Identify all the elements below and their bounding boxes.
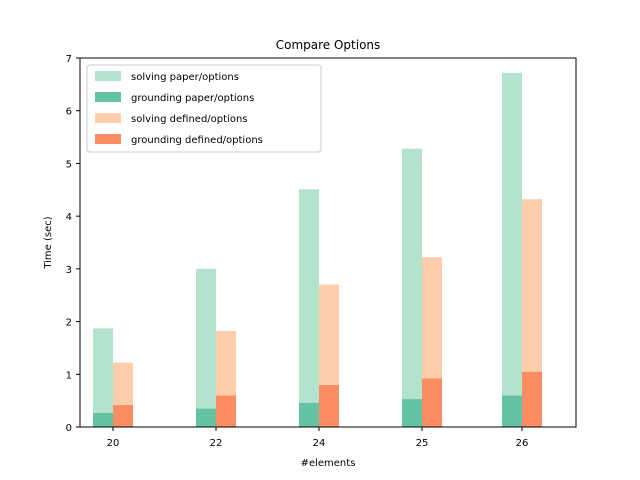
bar-solving-defined-options-22: [216, 331, 236, 396]
bar-solving-paper-options-25: [402, 148, 422, 400]
bar-solving-paper-options-20: [93, 328, 113, 413]
x-tick-label-25: 25: [416, 438, 429, 449]
bar-solving-defined-options-20: [113, 362, 133, 405]
y-tick-label-1: 1: [66, 370, 72, 381]
x-tick-label-22: 22: [210, 438, 223, 449]
y-tick-label-7: 7: [66, 54, 72, 65]
bar-solving-defined-options-26: [522, 199, 542, 372]
bar-grounding-defined-options-24: [319, 384, 339, 427]
legend-swatch-solving-defined-options: [95, 113, 121, 123]
x-tick-label-20: 20: [107, 438, 120, 449]
bar-grounding-defined-options-26: [522, 371, 542, 427]
legend-label-grounding-defined-options: grounding defined/options: [131, 135, 263, 146]
y-tick-label-2: 2: [66, 318, 72, 329]
bar-grounding-paper-options-20: [93, 412, 113, 427]
bar-solving-defined-options-25: [422, 257, 442, 379]
bar-solving-defined-options-24: [319, 284, 339, 385]
x-tick-label-26: 26: [516, 438, 529, 449]
y-tick-label-5: 5: [66, 159, 72, 170]
bar-grounding-defined-options-25: [422, 378, 442, 427]
x-axis-label: #elements: [301, 458, 356, 469]
legend: solving paper/options grounding paper/opt…: [86, 64, 322, 153]
bars-layer: [93, 72, 542, 427]
bar-solving-paper-options-26: [502, 72, 522, 396]
bar-grounding-paper-options-24: [299, 402, 319, 427]
legend-swatch-solving-paper-options: [95, 71, 121, 81]
y-tick-label-3: 3: [66, 265, 72, 276]
y-tick-label-4: 4: [66, 212, 72, 223]
legend-box: [86, 64, 322, 153]
bar-grounding-paper-options-22: [196, 408, 216, 427]
legend-swatch-grounding-defined-options: [95, 134, 121, 144]
plot-frame: [79, 57, 577, 428]
y-axis-label: Time (sec): [43, 216, 54, 269]
legend-label-grounding-paper-options: grounding paper/options: [131, 93, 254, 104]
y-tick-label-0: 0: [66, 423, 72, 434]
x-axis: 20 22 24 25 26: [107, 427, 529, 449]
bar-solving-paper-options-24: [299, 189, 319, 403]
legend-label-solving-paper-options: solving paper/options: [131, 72, 239, 83]
y-tick-label-6: 6: [66, 107, 72, 118]
x-tick-label-24: 24: [313, 438, 326, 449]
bar-grounding-paper-options-25: [402, 399, 422, 427]
bar-solving-paper-options-22: [196, 268, 216, 409]
legend-swatch-grounding-paper-options: [95, 92, 121, 102]
chart-title: Compare Options: [276, 38, 381, 52]
bar-grounding-defined-options-22: [216, 395, 236, 427]
y-axis: 0 1 2 3 4 5 6 7: [66, 54, 80, 434]
bar-grounding-defined-options-20: [113, 404, 133, 427]
bar-grounding-paper-options-26: [502, 395, 522, 427]
legend-label-solving-defined-options: solving defined/options: [131, 114, 248, 125]
